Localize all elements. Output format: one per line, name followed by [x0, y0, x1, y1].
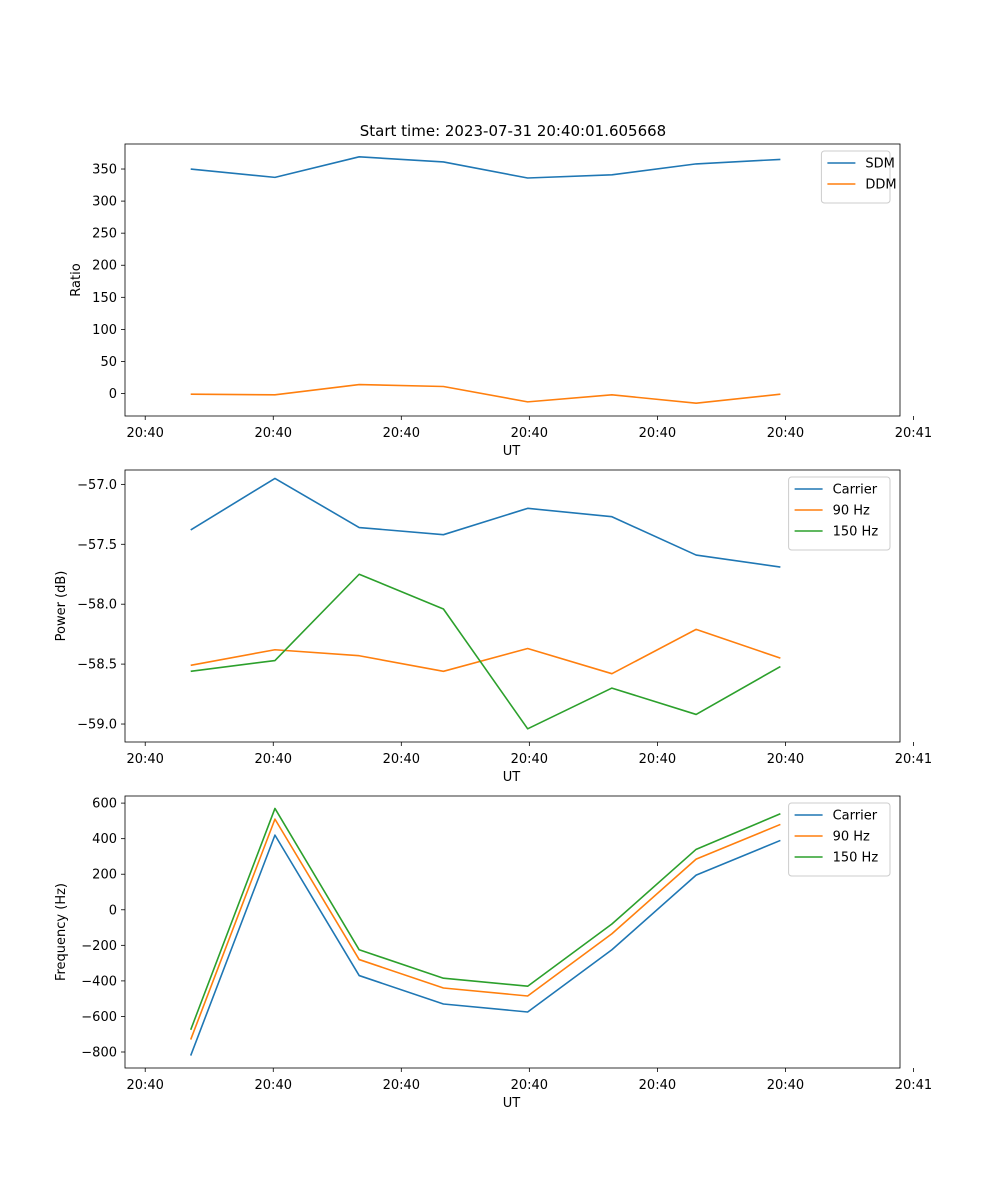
legend-label: DDM	[865, 178, 896, 193]
x-tick-label: 20:40	[767, 426, 804, 441]
y-tick-label: 200	[92, 259, 117, 274]
subplot-1: 20:40 20:40 20:40 20:40 20:40 20:40 20:41 0 50 10…	[69, 143, 932, 459]
x-axis-label: UT	[503, 770, 521, 785]
x-tick-label: 20:40	[767, 1078, 804, 1093]
y-tick-label: 0	[109, 387, 117, 402]
y-tick-label: 200	[92, 868, 117, 883]
x-tick-label: 20:40	[511, 426, 548, 441]
x-tick-label: 20:40	[639, 426, 676, 441]
y-tick-label: −600	[81, 1010, 117, 1025]
x-tick-label: 20:40	[255, 1078, 292, 1093]
legend-label: Carrier	[833, 483, 878, 498]
x-tick-label: 20:41	[895, 426, 932, 441]
y-tick-label: 250	[92, 227, 117, 242]
y-tick-label: −400	[81, 974, 117, 989]
y-tick-label: 600	[92, 797, 117, 812]
y-tick-label: −58.5	[77, 658, 117, 673]
y-tick-label: 50	[100, 355, 117, 370]
x-axis-label: UT	[503, 1096, 521, 1111]
y-tick-label: 400	[92, 832, 117, 847]
series-line-sdm	[190, 156, 781, 179]
y-tick-label: 300	[92, 195, 117, 210]
x-tick-label: 20:40	[511, 1078, 548, 1093]
series-line-carrier	[189, 834, 781, 1056]
legend-frame	[820, 150, 891, 204]
x-tick-label: 20:40	[639, 752, 676, 767]
y-axis-label: Power (dB)	[54, 571, 69, 642]
x-tick-label: 20:40	[383, 426, 420, 441]
y-tick-label: −800	[81, 1046, 117, 1061]
legend-label: 90 Hz	[833, 504, 870, 519]
subplot-3: 20:40 20:40 20:40 20:40 20:40 20:40 20:41 −800 −…	[54, 795, 932, 1111]
subplot-2: 20:40 20:40 20:40 20:40 20:40 20:40 20:41 −59.0…	[54, 469, 932, 785]
y-tick-label: −200	[81, 939, 117, 954]
legend-label: 150 Hz	[833, 851, 879, 866]
x-tick-label: 20:40	[511, 752, 548, 767]
y-tick-label: −59.0	[77, 718, 117, 733]
y-tick-label: 150	[92, 291, 117, 306]
legend: SDM DDM	[820, 150, 897, 204]
x-tick-label: 20:40	[126, 426, 163, 441]
series-line-ddm	[190, 383, 781, 404]
legend: Carrier 90 Hz 150 Hz	[788, 476, 891, 551]
series-line-150-hz	[189, 807, 781, 1031]
x-axis-label: UT	[503, 444, 521, 459]
x-tick-label: 20:40	[383, 1078, 420, 1093]
x-tick-label: 20:41	[895, 752, 932, 767]
figure-title: Start time: 2023-07-31 20:40:01.605668	[360, 122, 666, 140]
x-tick-label: 20:41	[895, 1078, 932, 1093]
x-tick-label: 20:40	[126, 1078, 163, 1093]
series-line-90-hz	[189, 818, 781, 1040]
y-axis-label: Ratio	[69, 263, 84, 296]
legend-label: SDM	[865, 157, 894, 172]
series-line-150-hz	[190, 573, 781, 730]
y-tick-label: 100	[92, 323, 117, 338]
y-tick-label: −57.0	[77, 478, 117, 493]
x-tick-label: 20:40	[639, 1078, 676, 1093]
legend-label: Carrier	[833, 809, 878, 824]
series-line-carrier	[190, 477, 781, 568]
y-tick-label: 350	[92, 163, 117, 178]
x-tick-label: 20:40	[767, 752, 804, 767]
legend: Carrier 90 Hz 150 Hz	[788, 802, 891, 877]
y-tick-label: 0	[109, 903, 117, 918]
x-tick-label: 20:40	[255, 752, 292, 767]
legend-label: 150 Hz	[833, 525, 879, 540]
x-tick-label: 20:40	[126, 752, 163, 767]
y-tick-label: −58.0	[77, 598, 117, 613]
series-line-90-hz	[190, 628, 781, 675]
axes-frame	[124, 143, 901, 417]
x-tick-label: 20:40	[255, 426, 292, 441]
axes-frame	[124, 795, 901, 1069]
x-tick-label: 20:40	[383, 752, 420, 767]
y-axis-label: Frequency (Hz)	[54, 883, 69, 981]
axes-frame	[124, 469, 901, 743]
legend-label: 90 Hz	[833, 830, 870, 845]
y-tick-label: −57.5	[77, 538, 117, 553]
